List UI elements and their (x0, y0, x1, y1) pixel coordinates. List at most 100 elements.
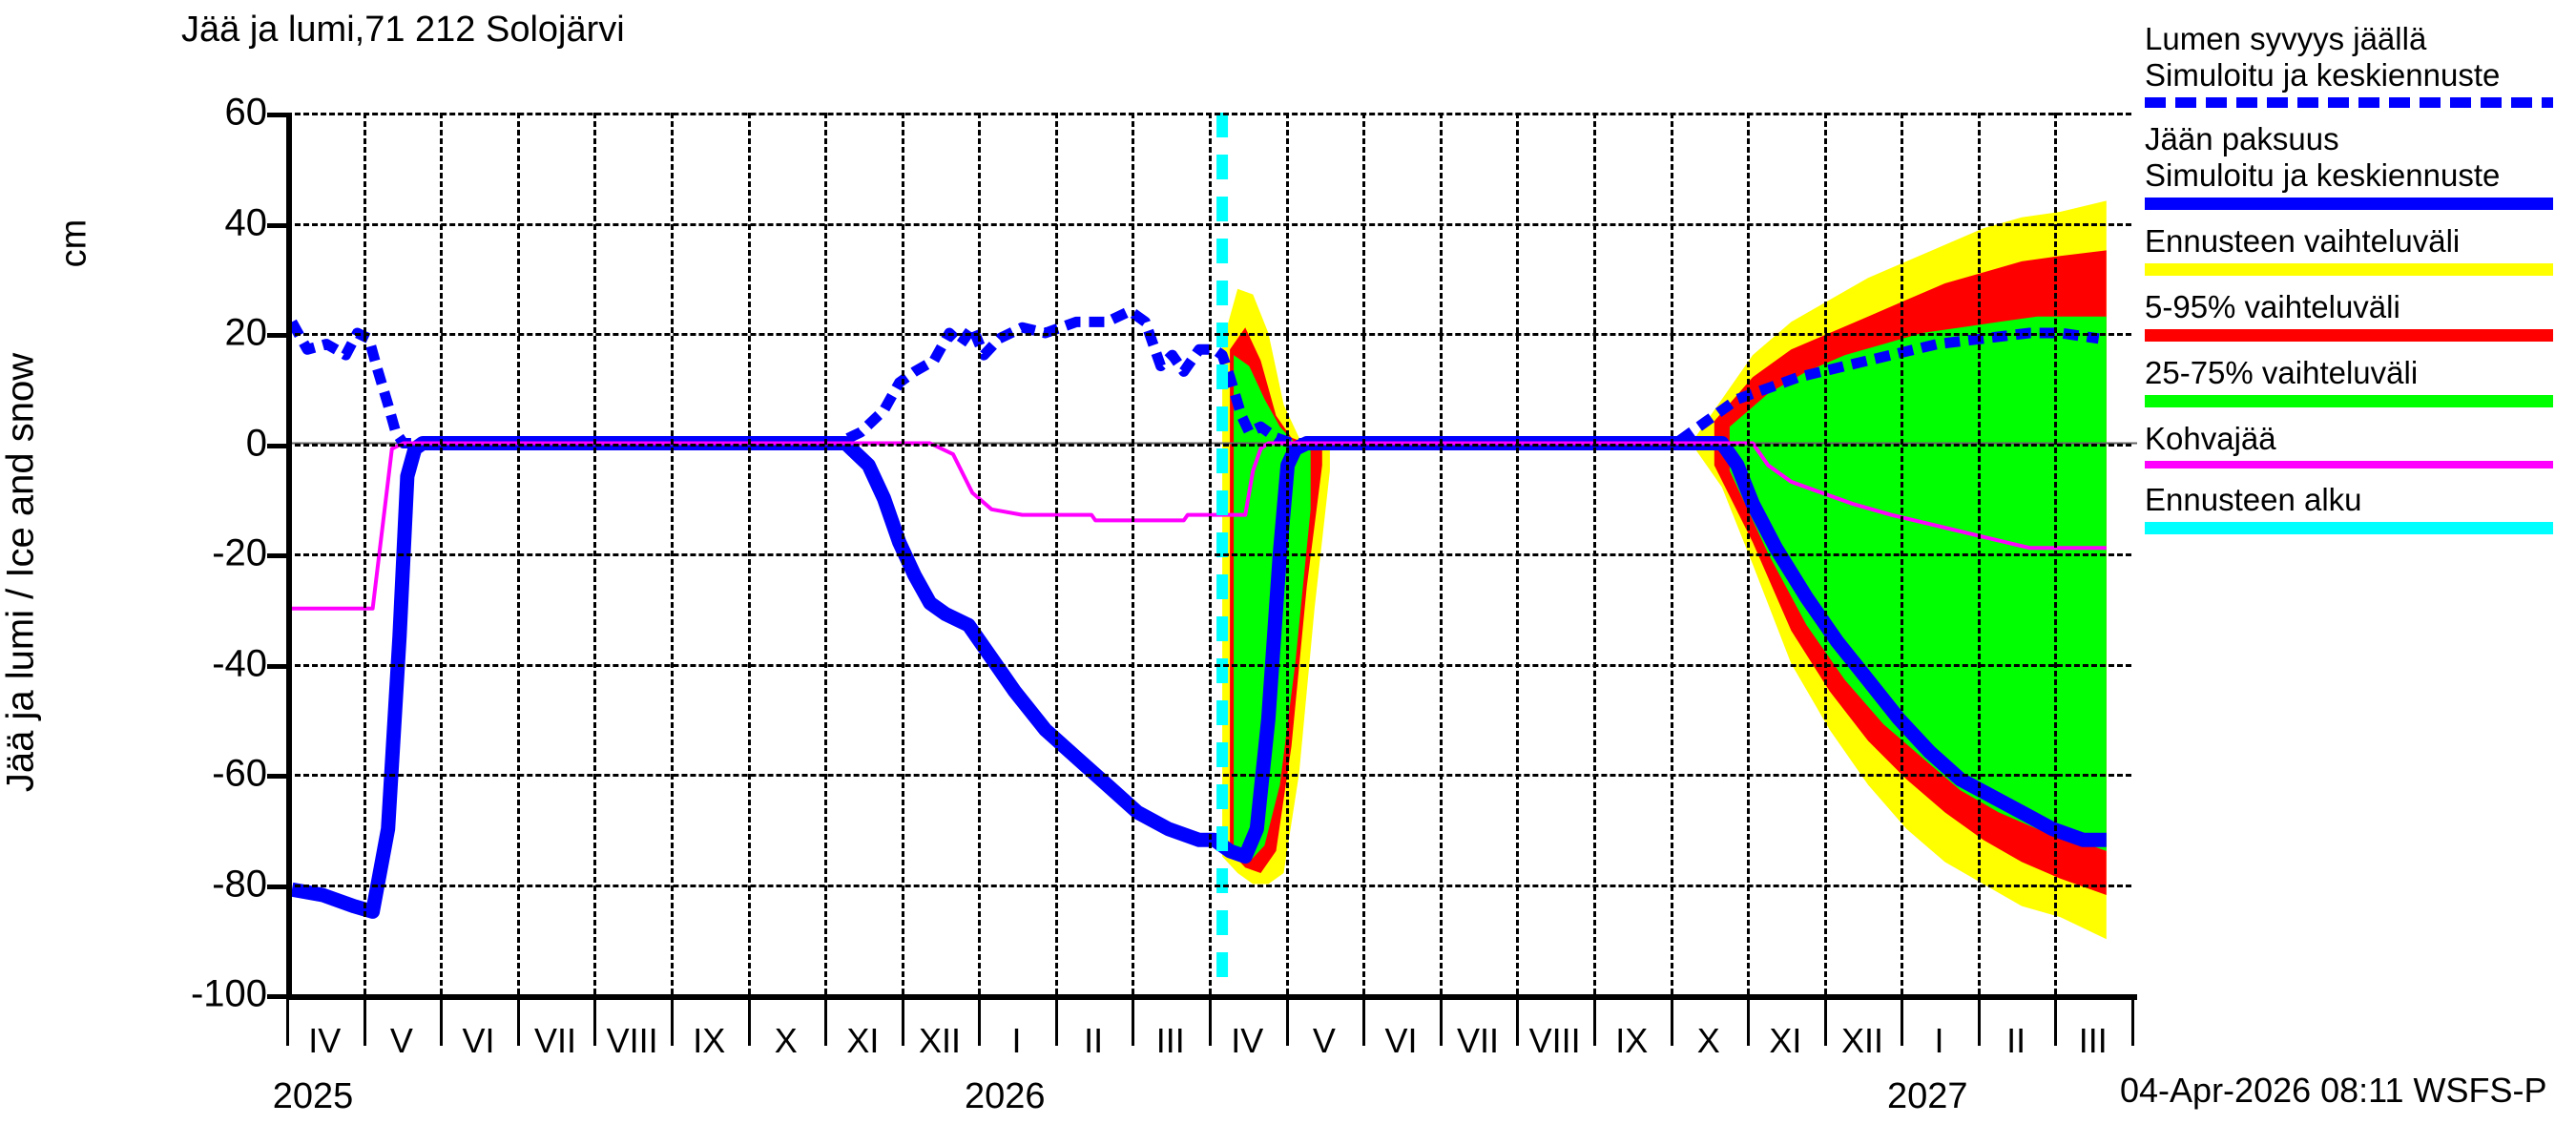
legend-item-ice-thickness[interactable]: Jään paksuus Simuloitu ja keskiennuste (2145, 121, 2576, 210)
x-gridline (901, 113, 904, 994)
y-axis-label: Jää ja lumi / Ice and snow (0, 352, 42, 793)
x-tick-separator (286, 1000, 289, 1046)
legend-label-primary: Kohvajää (2145, 421, 2276, 456)
x-tick-separator (1516, 1000, 1520, 1046)
legend-swatch (2145, 461, 2553, 468)
y-tick-label: -40 (212, 642, 267, 684)
x-tick-label-month: II (1084, 1021, 1104, 1060)
x-gridline (516, 113, 520, 994)
legend-label-primary: Lumen syvyys jäällä (2145, 21, 2427, 56)
chart-legend: Lumen syvyys jäällä Simuloitu ja keskienn… (2145, 21, 2576, 548)
legend-swatch (2145, 522, 2553, 534)
page-title: Jää ja lumi,71 212 Solojärvi (181, 10, 625, 50)
x-tick-label-month: IV (1231, 1021, 1264, 1060)
legend-item-range-25-75[interactable]: 25-75% vaihteluväli (2145, 355, 2576, 407)
y-axis-unit: cm (53, 219, 94, 268)
legend-item-forecast-start[interactable]: Ennusteen alku (2145, 482, 2576, 534)
x-tick-separator (1901, 1000, 1904, 1046)
x-gridline (1285, 113, 1289, 994)
y-tick-mark (267, 222, 286, 228)
x-tick-label-month: V (389, 1021, 413, 1060)
y-tick-label: 20 (224, 311, 268, 354)
x-tick-separator (1592, 1000, 1596, 1046)
x-gridline (440, 113, 444, 994)
x-gridline (1362, 113, 1366, 994)
x-tick-separator (1132, 1000, 1135, 1046)
y-tick-label: -20 (212, 531, 267, 574)
x-gridline (670, 113, 674, 994)
legend-item-range-5-95[interactable]: 5-95% vaihteluväli (2145, 289, 2576, 342)
x-gridline (824, 113, 828, 994)
x-tick-separator (2054, 1000, 2058, 1046)
x-gridline (747, 113, 751, 994)
x-tick-separator (593, 1000, 597, 1046)
x-tick-label-month: VII (1457, 1021, 1500, 1060)
x-gridline (1977, 113, 1981, 994)
x-tick-label-month: X (774, 1021, 798, 1060)
x-tick-separator (978, 1000, 982, 1046)
x-tick-label-month: VIII (606, 1021, 658, 1060)
y-tick-mark (267, 994, 286, 999)
legend-item-forecast-range[interactable]: Ennusteen vaihteluväli (2145, 223, 2576, 276)
x-gridline (1747, 113, 1751, 994)
y-tick-label: 0 (245, 422, 267, 464)
legend-label-secondary: Simuloitu ja keskiennuste (2145, 57, 2501, 93)
legend-swatch (2145, 97, 2553, 108)
x-tick-label-month: IX (1615, 1021, 1649, 1060)
y-tick-label: 60 (224, 91, 268, 134)
legend-item-snow-depth-on-ice[interactable]: Lumen syvyys jäällä Simuloitu ja keskienn… (2145, 21, 2576, 108)
y-tick-mark (267, 553, 286, 558)
x-gridline (1670, 113, 1673, 994)
x-tick-label-month: II (2006, 1021, 2026, 1060)
x-tick-separator (1823, 1000, 1827, 1046)
x-tick-separator (1977, 1000, 1981, 1046)
x-tick-separator (670, 1000, 674, 1046)
x-gridline (1516, 113, 1520, 994)
legend-swatch (2145, 263, 2553, 276)
x-tick-separator (824, 1000, 828, 1046)
x-tick-separator (1439, 1000, 1443, 1046)
x-tick-label-month: XI (846, 1021, 880, 1060)
x-tick-separator (516, 1000, 520, 1046)
x-gridline (593, 113, 597, 994)
x-gridline (1132, 113, 1135, 994)
x-tick-label-month: IV (308, 1021, 342, 1060)
x-tick-label-month: I (1011, 1021, 1022, 1060)
legend-label-primary: Ennusteen vaihteluväli (2145, 223, 2461, 259)
x-tick-label-month: VI (462, 1021, 495, 1060)
timestamp-footer: 04-Apr-2026 08:11 WSFS-P (2120, 1071, 2547, 1110)
x-tick-separator (901, 1000, 904, 1046)
x-tick-separator (1747, 1000, 1751, 1046)
x-tick-label-month: I (1934, 1021, 1944, 1060)
x-tick-label-month: III (1155, 1021, 1185, 1060)
legend-label-secondary: Simuloitu ja keskiennuste (2145, 157, 2501, 193)
y-tick-mark (267, 774, 286, 779)
x-tick-label-month: X (1696, 1021, 1720, 1060)
x-tick-separator (363, 1000, 366, 1046)
x-tick-label-month: XII (1840, 1021, 1883, 1060)
y-tick-label: 40 (224, 201, 268, 243)
legend-label-primary: 25-75% vaihteluväli (2145, 355, 2419, 390)
x-tick-separator (1209, 1000, 1212, 1046)
x-gridline (1823, 113, 1827, 994)
y-tick-mark (267, 884, 286, 889)
legend-swatch (2145, 395, 2553, 407)
legend-label-primary: 5-95% vaihteluväli (2145, 289, 2400, 324)
x-gridline (1592, 113, 1596, 994)
x-gridline (978, 113, 982, 994)
y-tick-mark (267, 113, 286, 117)
y-tick-label: -60 (212, 752, 267, 795)
x-tick-separator (2131, 1000, 2134, 1046)
x-tick-label-month: VI (1384, 1021, 1418, 1060)
x-gridline (1439, 113, 1443, 994)
legend-label-primary: Ennusteen alku (2145, 482, 2362, 517)
legend-item-slush-ice[interactable]: Kohvajää (2145, 421, 2576, 468)
x-tick-label-month: VII (534, 1021, 577, 1060)
x-tick-label-month: XII (918, 1021, 961, 1060)
x-tick-label-month: XI (1769, 1021, 1802, 1060)
plot-area (286, 113, 2137, 1000)
x-tick-label-month: III (2078, 1021, 2108, 1060)
x-tick-separator (1362, 1000, 1366, 1046)
x-tick-label-month: V (1312, 1021, 1336, 1060)
